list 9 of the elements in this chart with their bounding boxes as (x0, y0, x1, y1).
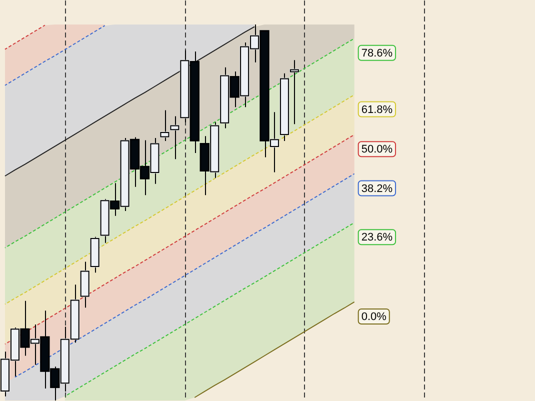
candlestick (290, 60, 300, 125)
series-label: 0.0% (361, 311, 387, 324)
series-label: 38.2% (361, 182, 393, 195)
candlestick (160, 110, 170, 142)
series-label: 78.6% (361, 47, 393, 60)
series-label: 61.8% (361, 104, 393, 116)
series-label: 23.6% (361, 232, 393, 244)
series-label: 50.0% (361, 144, 393, 156)
candlestick (170, 116, 180, 160)
